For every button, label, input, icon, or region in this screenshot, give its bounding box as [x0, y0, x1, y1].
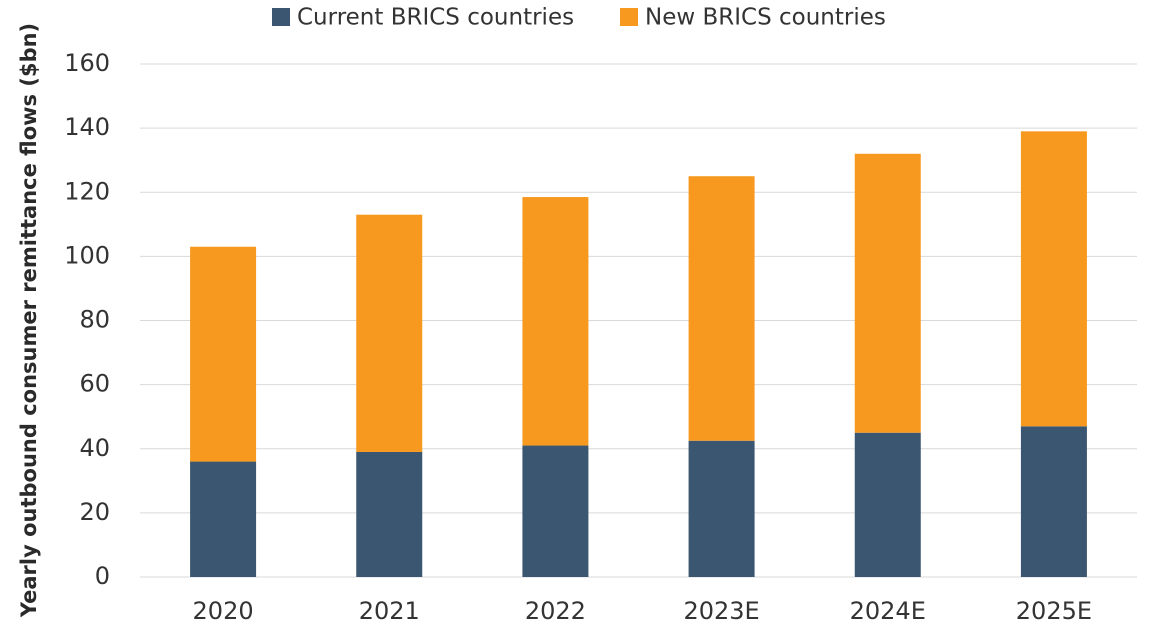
x-tick-label: 2024E	[850, 597, 926, 625]
y-axis-label: Yearly outbound consumer remittance flow…	[17, 23, 41, 618]
y-tick-label: 140	[64, 113, 110, 141]
bar-segment	[688, 176, 755, 441]
legend-swatch	[272, 8, 290, 26]
y-tick-label: 100	[64, 241, 110, 269]
bar-segment	[356, 451, 423, 577]
y-tick-label: 20	[79, 498, 110, 526]
bar-segment	[854, 432, 921, 577]
legend-label: Current BRICS countries	[297, 5, 574, 31]
y-tick-label: 160	[64, 49, 110, 77]
bar-segment	[854, 153, 921, 433]
y-tick-label: 60	[79, 370, 110, 398]
x-tick-label: 2020	[193, 597, 254, 625]
bar-segment	[190, 461, 257, 577]
y-tick-label: 0	[95, 562, 110, 590]
bar-segment	[522, 197, 589, 446]
bar-segment	[522, 445, 589, 577]
y-tick-label: 40	[79, 434, 110, 462]
legend-label: New BRICS countries	[645, 5, 886, 31]
x-tick-label: 2023E	[683, 597, 759, 625]
y-tick-label: 80	[79, 306, 110, 334]
bar-segment	[688, 440, 755, 577]
x-tick-label: 2021	[359, 597, 420, 625]
x-tick-label: 2022	[525, 597, 586, 625]
bar-segment	[356, 214, 423, 452]
x-tick-label: 2025E	[1016, 597, 1092, 625]
bar-segment	[1020, 131, 1087, 427]
bar-segment	[190, 246, 257, 462]
legend-swatch	[620, 8, 638, 26]
y-tick-label: 120	[64, 177, 110, 205]
bar-segment	[1020, 426, 1087, 577]
